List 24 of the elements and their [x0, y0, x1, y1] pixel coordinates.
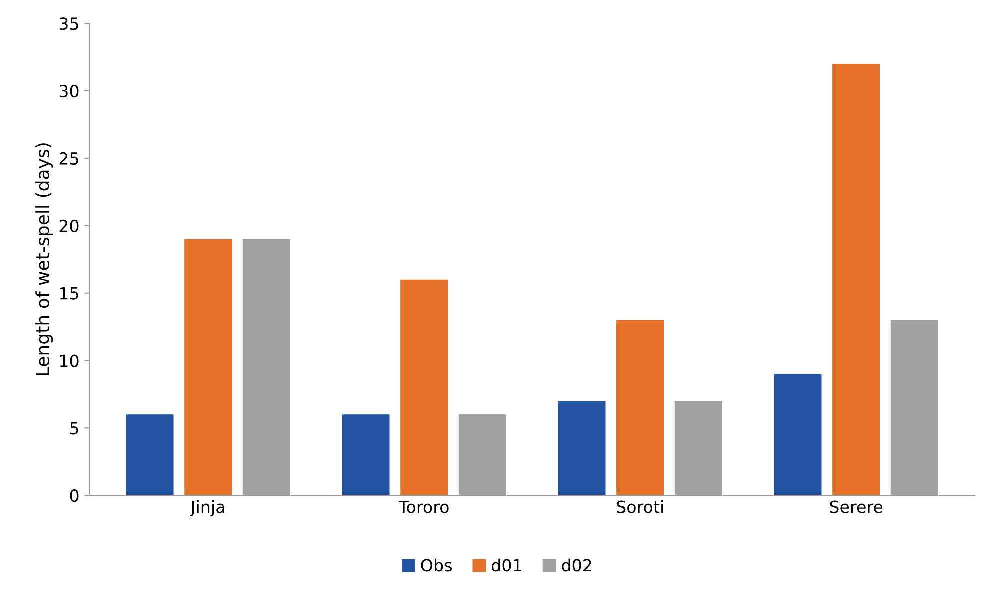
- y-tick-label: 25: [60, 152, 78, 166]
- legend-label: d02: [562, 558, 592, 572]
- x-tick-label: Serere: [830, 500, 883, 514]
- y-tick-label: 0: [70, 490, 79, 502]
- legend-label: d01: [492, 558, 522, 572]
- bar: [832, 64, 880, 496]
- bar: [342, 414, 390, 496]
- y-tick-label: 20: [60, 220, 79, 232]
- x-tick-label: Jinja: [190, 500, 224, 517]
- bar: [558, 401, 606, 496]
- y-tick-label: 35: [60, 18, 78, 30]
- y-axis-title: Length of wet-spell (days): [36, 144, 54, 376]
- bar: [126, 414, 174, 496]
- legend-label: Obs: [421, 558, 452, 572]
- y-tick-label: 10: [60, 354, 79, 368]
- x-tick-label: Soroti: [617, 500, 664, 514]
- bar: [184, 239, 232, 496]
- y-tick-label: 30: [60, 84, 79, 98]
- y-tick-label: 15: [60, 287, 78, 300]
- bar: [400, 280, 448, 496]
- x-tick-label: Tororo: [398, 500, 449, 514]
- bar: [616, 320, 664, 496]
- bar: [774, 374, 822, 496]
- y-tick-label: 5: [70, 422, 78, 435]
